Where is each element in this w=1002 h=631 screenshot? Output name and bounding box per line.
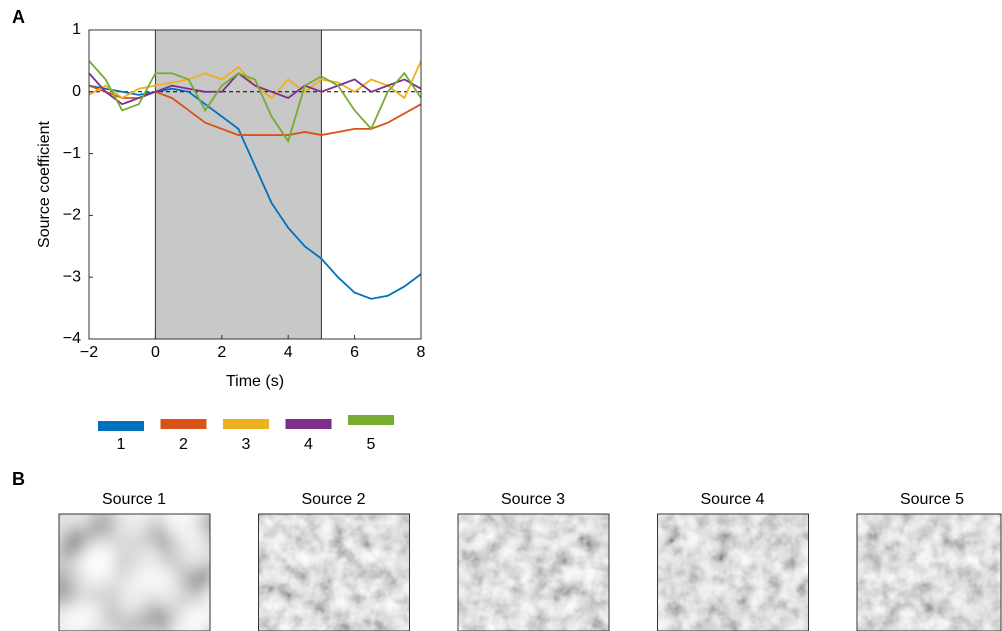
y-tick-label: −4	[63, 330, 81, 347]
source-image-border	[58, 513, 211, 631]
source-image	[657, 514, 809, 631]
y-tick-label: −3	[63, 268, 81, 285]
series-line	[88, 60, 422, 144]
x-axis-label: Time (s)	[226, 373, 284, 390]
source-image-border	[258, 513, 410, 631]
y-tick-label: −2	[63, 207, 81, 224]
y-tick-label: 0	[72, 83, 81, 100]
series-line	[88, 72, 422, 106]
y-axis-label: Source coefficient	[36, 121, 53, 248]
legend-label: 5	[367, 436, 376, 453]
legend-swatch	[98, 421, 144, 431]
legend-label: 3	[242, 436, 251, 453]
legend-swatch	[223, 419, 269, 429]
source-image	[258, 514, 410, 631]
source-title: Source 2	[301, 491, 365, 508]
source-image	[59, 514, 210, 631]
source-image	[458, 514, 609, 631]
legend-label: 4	[304, 436, 313, 453]
source-image	[857, 514, 1001, 631]
source-title: Source 4	[700, 491, 764, 508]
panel-label: A	[12, 7, 25, 27]
x-tick-label: 4	[284, 344, 293, 361]
stimulus-period	[154, 29, 322, 340]
axes-box	[88, 29, 422, 340]
legend-label: 1	[117, 436, 126, 453]
source-title: Source 3	[501, 491, 565, 508]
y-tick-label: −1	[63, 145, 81, 162]
source-image-border	[457, 513, 610, 631]
legend-swatch	[285, 419, 332, 429]
source-image-border	[657, 513, 809, 631]
legend-swatch	[160, 419, 207, 429]
x-tick-label: 8	[417, 344, 426, 361]
source-image-border	[856, 513, 1002, 631]
y-tick-label: 1	[72, 21, 81, 38]
x-tick-label: 6	[350, 344, 359, 361]
source-title: Source 1	[102, 491, 166, 508]
source-title: Source 5	[900, 491, 964, 508]
x-tick-label: −2	[80, 344, 98, 361]
x-tick-label: 2	[217, 344, 226, 361]
x-tick-label: 0	[151, 344, 160, 361]
panel-label: B	[12, 469, 25, 489]
source-images: Source 1 Source 2 Source 3 Source 4 Source 5	[58, 491, 1002, 631]
legend-swatch	[348, 415, 394, 425]
legend-label: 2	[179, 436, 188, 453]
